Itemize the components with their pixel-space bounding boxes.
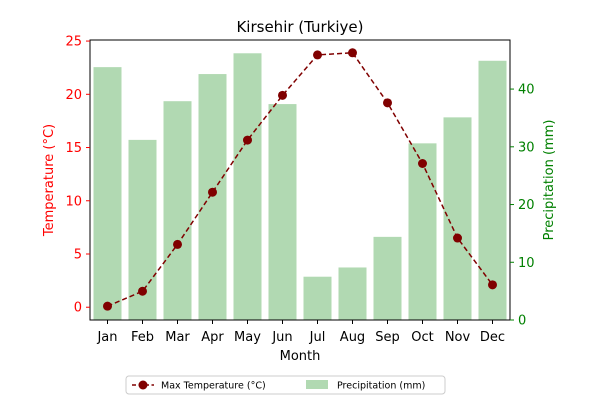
- temperature-line-path: [107, 52, 494, 307]
- y-left-tick-label-0: 0: [74, 301, 82, 316]
- x-tick-label-oct: Oct: [411, 330, 433, 345]
- precip-bar-mar: [163, 101, 192, 320]
- x-tick-label-dec: Dec: [480, 330, 505, 345]
- x-tick-label-nov: Nov: [445, 330, 471, 345]
- temp-point-nov: [453, 233, 462, 243]
- y-left-tick-label-25: 25: [65, 35, 82, 50]
- precip-bar-jan: [93, 67, 122, 320]
- y-right-tick-label-10: 10: [518, 256, 535, 271]
- y-axis-right-label: Precipitation (mm): [542, 120, 557, 241]
- precipitation-bars: [93, 53, 507, 320]
- temp-point-mar: [173, 239, 182, 249]
- y-left-tick-label-5: 5: [74, 247, 82, 262]
- x-tick-label-jul: Jul: [309, 330, 326, 345]
- legend-marker-swatch: [138, 380, 148, 390]
- axes: Jan Feb Mar Apr May Jun Jul Aug Sep Oct Nov Dec 0 5 10…: [65, 35, 534, 345]
- y-left-tick-label-10: 10: [65, 194, 82, 209]
- temp-point-feb: [138, 286, 147, 296]
- y-right-tick-label-0: 0: [518, 314, 526, 329]
- precip-bar-aug: [338, 267, 367, 320]
- x-axis-label: Month: [280, 349, 321, 364]
- x-tick-label-jun: Jun: [271, 330, 292, 345]
- x-tick-label-may: May: [234, 330, 261, 345]
- precip-bar-sep: [373, 236, 402, 320]
- plot-frame: [89, 39, 511, 321]
- legend-bar-swatch: [306, 380, 328, 389]
- temp-point-oct: [418, 158, 427, 168]
- y-right-tick-label-20: 20: [518, 198, 535, 213]
- precip-bar-may: [233, 53, 262, 320]
- temp-point-apr: [208, 187, 217, 197]
- precip-bar-dec: [478, 60, 507, 320]
- precip-bar-jul: [303, 276, 332, 320]
- temp-point-aug: [348, 48, 357, 58]
- chart-title: Kirsehir (Turkiye): [236, 18, 363, 36]
- x-tick-label-jan: Jan: [96, 330, 117, 345]
- precip-bar-nov: [443, 117, 472, 320]
- y-right-tick-label-40: 40: [518, 83, 535, 98]
- x-tick-label-feb: Feb: [131, 330, 154, 345]
- temperature-line: [103, 48, 497, 311]
- temp-point-jan: [103, 301, 112, 311]
- legend-entry-temperature: Max Temperature (°C): [161, 381, 266, 392]
- x-tick-label-aug: Aug: [340, 330, 365, 345]
- x-tick-label-mar: Mar: [165, 330, 190, 345]
- x-tick-label-apr: Apr: [201, 330, 224, 345]
- y-axis-left-label: Temperature (°C): [42, 124, 57, 237]
- legend: Max Temperature (°C) Precipitation (mm): [125, 375, 446, 395]
- precip-bar-apr: [198, 74, 227, 320]
- temp-point-jun: [278, 90, 287, 100]
- y-left-tick-label-20: 20: [65, 88, 82, 103]
- legend-box: [125, 375, 446, 395]
- y-left-tick-label-15: 15: [65, 141, 82, 156]
- temp-point-jul: [313, 50, 322, 60]
- precip-bar-jun: [268, 104, 297, 320]
- legend-entry-precipitation: Precipitation (mm): [337, 381, 425, 392]
- y-right-tick-label-30: 30: [518, 140, 535, 155]
- temp-point-dec: [488, 280, 497, 290]
- precip-bar-oct: [408, 143, 437, 320]
- x-tick-label-sep: Sep: [375, 330, 400, 345]
- temp-point-sep: [383, 98, 392, 108]
- temp-point-may: [243, 135, 252, 145]
